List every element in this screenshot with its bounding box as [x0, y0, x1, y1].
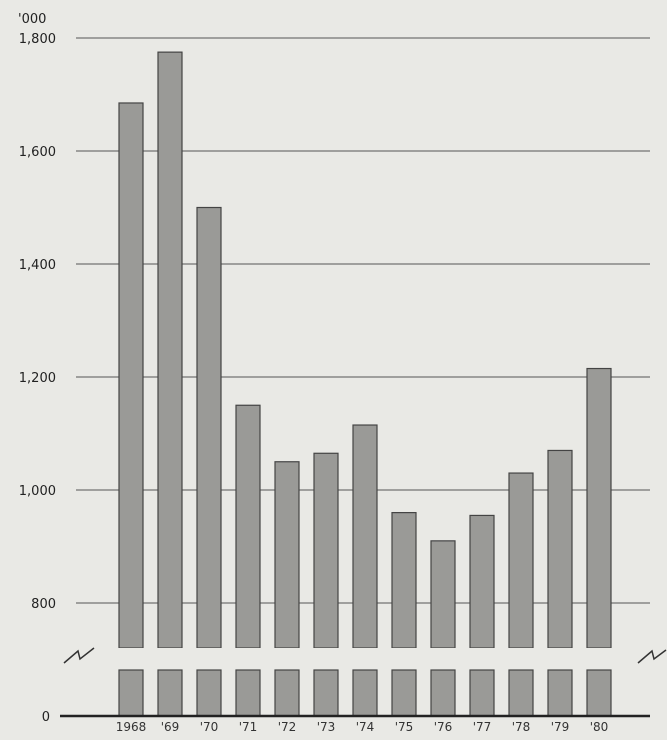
x-tick-label: '73: [317, 720, 336, 734]
x-tick-label: '71: [239, 720, 258, 734]
bar-7: [352, 424, 378, 649]
x-tick-label: '76: [434, 720, 453, 734]
x-tick-label: 1968: [116, 720, 147, 734]
bar-stub-13: [586, 669, 612, 717]
y-tick-label: 1,600: [19, 145, 56, 160]
y-tick-label: 1,800: [19, 32, 56, 47]
bar-9: [430, 540, 456, 649]
bar-stub-4: [235, 669, 261, 717]
bar-stub-12: [547, 669, 573, 717]
bar-stub-5: [274, 669, 300, 717]
bar-stub-7: [352, 669, 378, 717]
bar-3: [196, 206, 222, 649]
x-tick-label: '70: [200, 720, 219, 734]
axis-break-mark-right: [637, 649, 667, 664]
x-tick-label: '75: [395, 720, 414, 734]
bar-8: [391, 511, 417, 649]
axis-break-mark-left: [63, 647, 95, 664]
bar-stub-1: [118, 669, 144, 717]
y-tick-label: 1,400: [19, 258, 56, 273]
bar-12: [547, 449, 573, 649]
bar-stub-11: [508, 669, 534, 717]
tick-labels: 1968 '69 '70 '71 '72 '73 '74 '75 '76 '77 '78 '79 '80…: [19, 32, 609, 734]
bar-10: [469, 514, 495, 649]
y-unit-label: '000: [18, 12, 46, 27]
x-tick-label: '77: [473, 720, 492, 734]
x-tick-label: '74: [356, 720, 375, 734]
bar-4: [235, 404, 261, 649]
x-tick-label: '79: [551, 720, 570, 734]
bar-stub-10: [469, 669, 495, 717]
bar-stub-3: [196, 669, 222, 717]
y-tick-label: 1,200: [19, 371, 56, 386]
bar-stub-8: [391, 669, 417, 717]
x-tick-label: '78: [512, 720, 531, 734]
x-tick-label: '72: [278, 720, 297, 734]
x-tick-label: '69: [161, 720, 180, 734]
x-tick-label: '80: [590, 720, 609, 734]
bars: [118, 51, 612, 717]
bar-6: [313, 452, 339, 649]
bar-2: [157, 51, 183, 649]
bar-stub-2: [157, 669, 183, 717]
y-tick-label: 800: [31, 597, 56, 612]
y-tick-label: 1,000: [19, 484, 56, 499]
bar-5: [274, 461, 300, 649]
bar-1: [118, 102, 144, 649]
bar-stub-6: [313, 669, 339, 717]
y-tick-label: 0: [42, 710, 50, 725]
axis-break-band: [60, 648, 660, 666]
bar-13: [586, 367, 612, 649]
bar-11: [508, 472, 534, 649]
bar-stub-9: [430, 669, 456, 717]
axis-break: [60, 647, 667, 666]
